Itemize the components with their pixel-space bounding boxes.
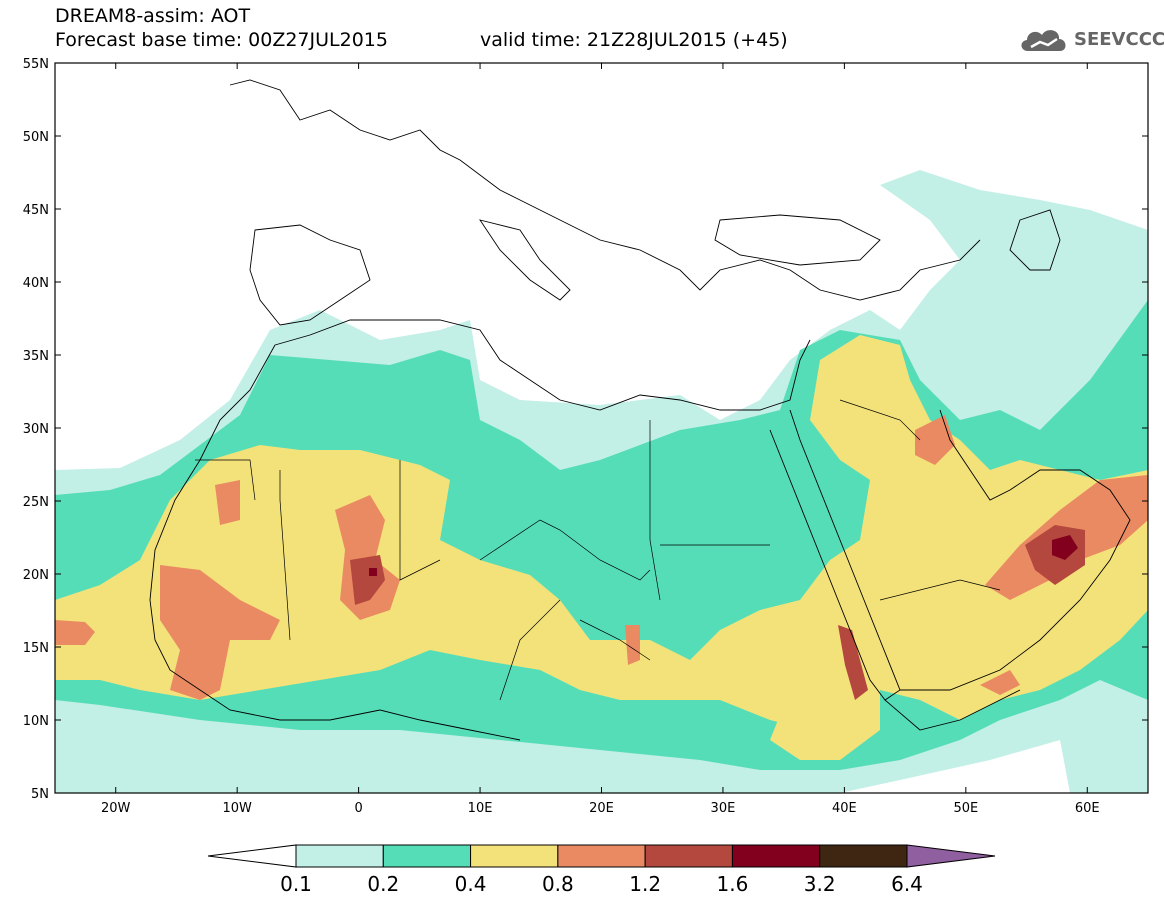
latitude-axis: 55N 50N 45N 40N 35N 30N 25N 20N 15N 10N 5N	[23, 57, 1148, 802]
contour-level-0-8-mauritania	[215, 480, 240, 525]
coastline-horn	[884, 689, 1021, 731]
coastline-iberia	[249, 224, 371, 326]
lat-tick-label: 55N	[23, 57, 49, 72]
coastline-italy	[478, 219, 571, 301]
lon-tick-label: 20W	[101, 801, 131, 816]
lat-tick-label: 10N	[23, 714, 49, 729]
product-title: DREAM8-assim: AOT	[55, 5, 251, 27]
lon-tick-label: 50E	[953, 801, 978, 816]
title-block: DREAM8-assim: AOT Forecast base time: 00…	[55, 4, 388, 52]
contour-level-1-2-mali	[350, 555, 385, 605]
contour-level-1-2-eritrea	[838, 625, 868, 700]
colorbar-level-label: 0.1	[280, 872, 312, 896]
colorbar-level-label: 0.8	[542, 872, 574, 896]
colorbar-swatch	[382, 844, 472, 868]
colorbar-swatch	[731, 844, 821, 868]
contour-level-0-8-yemen	[980, 670, 1020, 695]
colorbar-level-label: 1.2	[629, 872, 661, 896]
forecast-base-time: Forecast base time: 00Z27JUL2015	[55, 29, 388, 51]
lat-tick-label: 45N	[23, 203, 49, 218]
colorbar-level-label: 0.2	[367, 872, 399, 896]
colorbar-level-label: 6.4	[891, 872, 923, 896]
lat-tick-label: 25N	[23, 495, 49, 510]
lat-tick-label: 5N	[31, 787, 49, 802]
lat-tick-label: 20N	[23, 568, 49, 583]
colorbar-high-arrow	[906, 844, 996, 868]
country-borders	[195, 399, 1001, 701]
lon-tick-label: 30E	[711, 801, 736, 816]
lon-tick-label: 40E	[832, 801, 857, 816]
contour-level-0-8-west	[160, 565, 280, 700]
contour-level-0-4	[55, 335, 1148, 730]
lat-tick-label: 35N	[23, 349, 49, 364]
cloud-icon	[1021, 30, 1066, 51]
lon-tick-label: 20E	[589, 801, 614, 816]
coastline-north-africa	[274, 319, 811, 411]
coastlines-borders	[149, 79, 1131, 741]
colorbar-swatch	[470, 844, 559, 868]
lat-tick-label: 30N	[23, 422, 49, 437]
lon-tick-label: 0	[354, 801, 362, 816]
contour-level-1-6-mali	[369, 568, 377, 576]
aot-colorbar: 0.1 0.2 0.4 0.8 1.2 1.6 3.2 6.4	[207, 844, 996, 896]
lon-tick-label: 10E	[468, 801, 493, 816]
colorbar-swatch	[295, 844, 384, 868]
lon-tick-label: 60E	[1075, 801, 1100, 816]
colorbar-swatch	[819, 844, 908, 868]
coastline-west-africa	[149, 344, 521, 741]
contour-level-1-6-oman	[1052, 535, 1078, 560]
colorbar-level-label: 3.2	[804, 872, 836, 896]
coastline-red-sea	[769, 409, 901, 701]
colorbar-level-label: 0.4	[455, 872, 487, 896]
lat-tick-label: 50N	[23, 130, 49, 145]
lat-tick-label: 15N	[23, 641, 49, 656]
coastline-arabia	[900, 409, 1131, 691]
coastline-europe	[229, 79, 981, 301]
lon-tick-label: 10W	[222, 801, 252, 816]
seevccc-logo: SEEVCCC	[1018, 22, 1165, 56]
logo-text: SEEVCCC	[1074, 28, 1165, 50]
contour-level-0-8-iraq	[915, 415, 955, 465]
contour-level-0-8-sudan	[625, 625, 640, 665]
colorbar-swatch	[557, 844, 646, 868]
colorbar-swatch	[644, 844, 733, 868]
colorbar-level-label: 1.6	[717, 872, 749, 896]
coastline-black-sea	[714, 214, 881, 266]
aot-contour-fields	[55, 170, 1148, 793]
coastline-caspian	[1009, 209, 1061, 271]
longitude-axis: 20W 10W 0 10E 20E 30E 40E 50E 60E	[101, 63, 1100, 816]
lat-tick-label: 40N	[23, 276, 49, 291]
contour-level-0-8-senegal	[55, 620, 95, 645]
valid-time: valid time: 21Z28JUL2015 (+45)	[480, 29, 788, 51]
colorbar-low-arrow	[207, 844, 297, 868]
